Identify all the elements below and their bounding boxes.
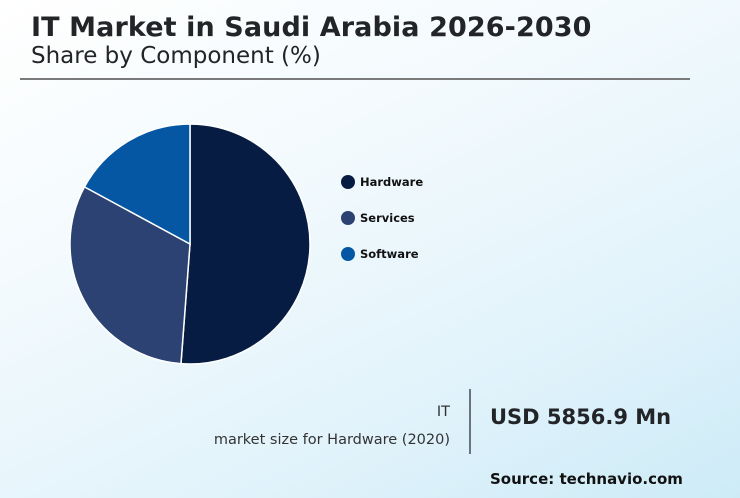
title-divider — [20, 78, 690, 80]
legend-label: Software — [360, 247, 419, 261]
stat-divider — [469, 389, 471, 454]
source-credit: Source: technavio.com — [490, 470, 683, 488]
market-size-label-line1: IT — [436, 404, 450, 420]
legend-dot-icon — [341, 211, 355, 225]
market-size-label-line2: market size for Hardware (2020) — [213, 432, 450, 448]
legend-item-software[interactable]: Software — [341, 236, 423, 272]
legend: Hardware Services Software — [341, 175, 423, 272]
legend-item-services[interactable]: Services — [341, 200, 423, 236]
pie-slice-software[interactable] — [83, 123, 191, 246]
chart-subtitle: Share by Component (%) — [31, 43, 321, 69]
legend-label: Services — [360, 211, 415, 225]
chart-title: IT Market in Saudi Arabia 2026-2030 — [31, 12, 592, 43]
market-size-label: IT market size for Hardware (2020) — [214, 398, 450, 454]
pie-slice-hardware[interactable] — [180, 123, 311, 365]
pie-slice-services[interactable] — [69, 185, 191, 365]
legend-dot-icon — [341, 175, 355, 189]
legend-item-hardware[interactable]: Hardware — [341, 164, 423, 200]
legend-dot-icon — [341, 247, 355, 261]
pie-chart — [69, 123, 311, 365]
market-size-value: USD 5856.9 Mn — [490, 405, 672, 429]
legend-label: Hardware — [360, 175, 424, 189]
